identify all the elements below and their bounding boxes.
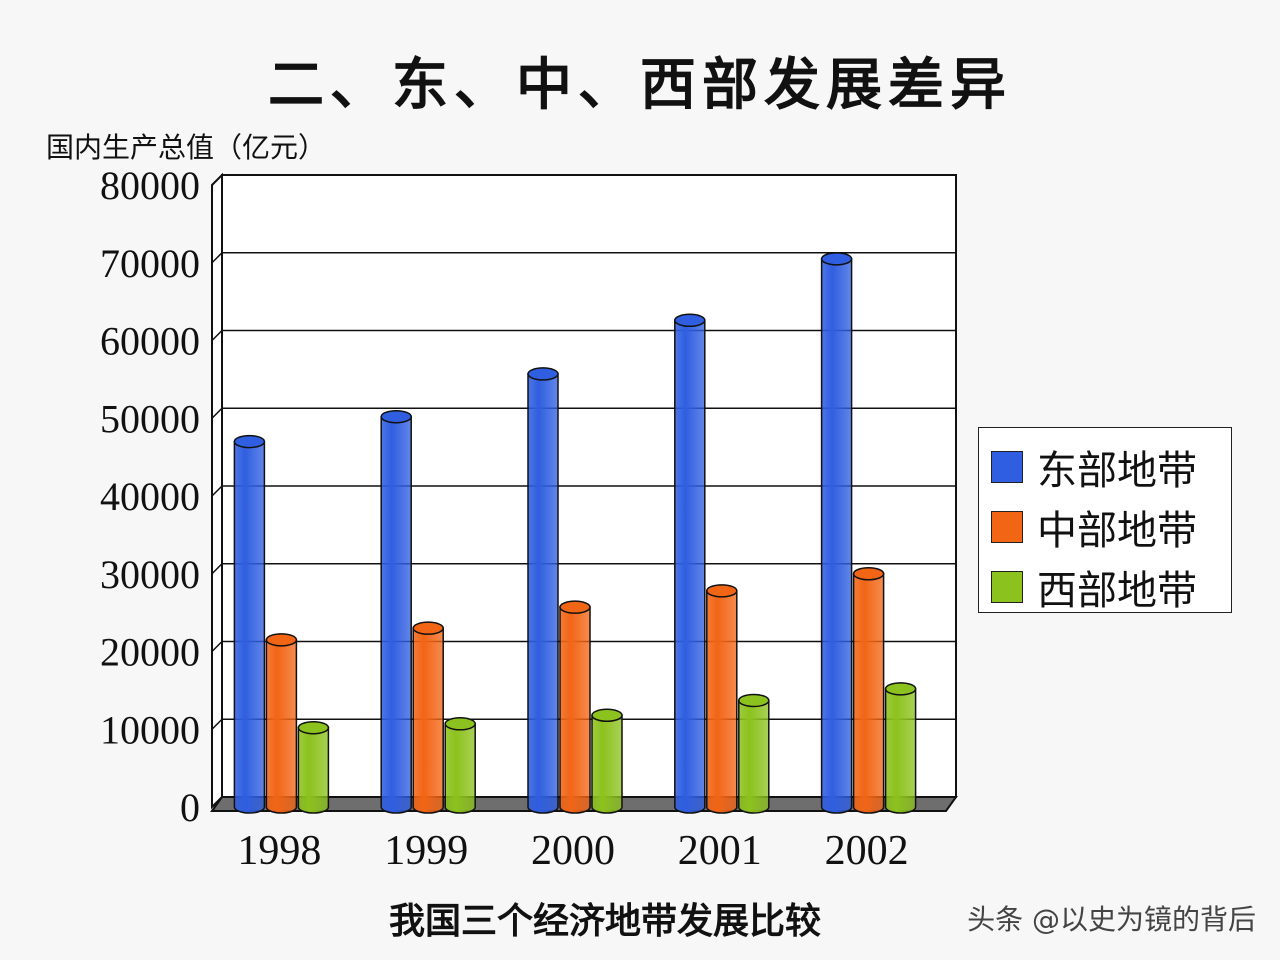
bar [265,633,298,814]
y-tick-label: 20000 [100,630,200,675]
bar [233,434,266,814]
bar [297,720,330,814]
gridline-side [211,252,223,264]
y-axis-label: 国内生产总值（亿元） [46,131,327,164]
y-tick-label: 80000 [100,163,200,208]
bar [706,584,738,814]
chart-caption: 我国三个经济地带发展比较 [388,901,821,942]
bar [738,693,770,814]
watermark: 头条 @以史为镜的背后 [967,903,1256,936]
gridline-side [211,329,223,342]
bar [852,567,885,814]
page-title: 二、东、中、西部发展差异 [268,53,1012,118]
y-tick-label: 40000 [100,474,200,519]
y-tick-label: 10000 [100,707,200,752]
x-tick-label: 2001 [678,828,762,874]
x-tick-label: 1998 [237,828,321,874]
y-tick-label: 70000 [100,241,200,286]
legend-label-west: 西部地带 [1037,568,1197,614]
bar [820,252,853,814]
gridline-side [211,718,223,730]
legend-swatch-west [991,571,1023,603]
legend-item-west: 西部地带 [991,562,1227,614]
gridline-side [211,485,223,497]
gridline-side [211,174,223,186]
legend-label-central: 中部地带 [1037,508,1197,554]
bar [380,409,412,814]
gridline-side [211,640,223,653]
bar [559,600,591,814]
y-tick-label: 50000 [100,396,200,441]
gridline-side [211,563,223,575]
bar [527,367,559,814]
bar [444,717,476,814]
bar [674,313,706,814]
x-tick-label: 1999 [384,828,468,874]
legend-item-central: 中部地带 [991,502,1227,554]
y-tick-label: 0 [180,785,200,830]
y-tick-label: 30000 [100,552,200,597]
bar [884,682,917,814]
legend-item-east: 东部地带 [991,442,1227,494]
chart-legend: 东部地带 中部地带 西部地带 [978,427,1232,614]
x-tick-label: 2002 [825,828,909,874]
bar [412,621,444,814]
legend-swatch-east [991,451,1023,483]
bar [591,708,623,814]
legend-swatch-central [991,511,1023,543]
gridline-side [211,407,223,419]
x-tick-label: 2000 [531,828,615,874]
y-tick-label: 60000 [100,319,200,364]
legend-label-east: 东部地带 [1037,448,1197,494]
